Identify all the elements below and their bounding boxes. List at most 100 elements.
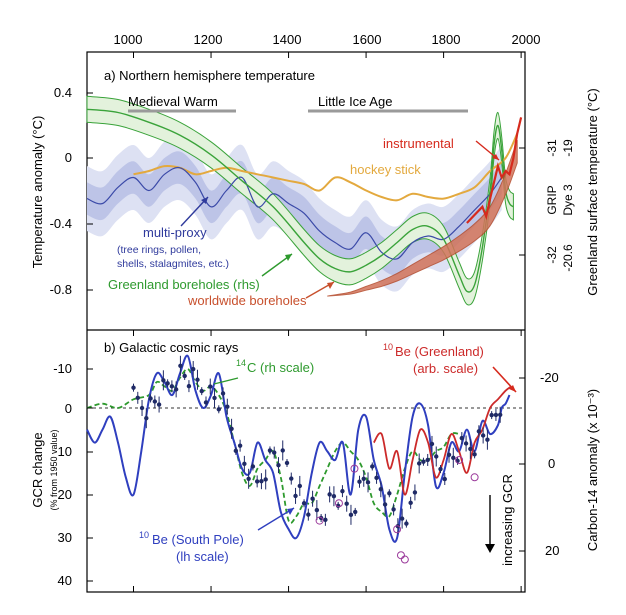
gcr-data-point [442, 476, 447, 482]
gcr-data-point [156, 402, 162, 407]
grip-tick--31: -31 [545, 139, 559, 157]
gcr-data-point [208, 384, 213, 389]
be10-greenland-line [373, 385, 512, 496]
gcr-data-point [348, 512, 354, 518]
gcr-data-point [429, 441, 435, 447]
gcr-data-point [489, 412, 494, 418]
plot-frame [86, 51, 526, 593]
gcr-data-point [404, 521, 409, 526]
gcr-data-point [421, 459, 426, 464]
a-ytick-0.4: 0.4 [54, 85, 72, 100]
gcr-data-point [169, 384, 175, 389]
gcr-data-point [370, 464, 375, 469]
gcr-open-circle [393, 525, 402, 534]
x-tick-label-1600: 1600 [353, 32, 382, 47]
gcr-data-point [391, 507, 396, 512]
worldwide-boreholes-label: worldwide boreholes [187, 293, 307, 308]
multi-proxy-sub1: (tree rings, pollen, [117, 244, 201, 256]
gcr-data-point [242, 461, 247, 467]
increasing-gcr-label: increasing GCR [500, 474, 515, 566]
b-right-tick--20: -20 [540, 370, 559, 385]
gcr-open-circle [455, 455, 464, 464]
gcr-data-point [280, 448, 285, 453]
panel-b-cosmic-rays: b) Galactic cosmic rays 14 C (rh scale) … [30, 340, 600, 588]
gcr-data-point [144, 415, 149, 421]
gcr-data-point [165, 381, 170, 386]
gcr-data-point [382, 502, 388, 507]
a-ytick--0.8: -0.8 [50, 282, 72, 297]
gcr-data-point [463, 441, 469, 446]
little-ice-age-label: Little Ice Age [318, 94, 392, 109]
gcr-data-point [297, 483, 302, 489]
gcr-data-point [191, 366, 196, 372]
gcr-data-point [293, 493, 298, 499]
x-tick-label-1800: 1800 [432, 32, 461, 47]
gcr-data-point [357, 479, 362, 484]
gcr-data-point [139, 405, 145, 411]
greenland-arrowhead [285, 254, 292, 261]
b-ytick-20: 20 [58, 487, 72, 502]
gcr-data-point [425, 457, 430, 463]
x-tick-label-1200: 1200 [194, 32, 223, 47]
gcr-data-point [203, 400, 209, 405]
dye3-label: Dye 3 [561, 184, 575, 216]
be-south-arrowhead [287, 508, 294, 515]
gcr-data-point [468, 446, 473, 452]
gcr-data-point [289, 476, 294, 481]
gcr-data-point [254, 479, 260, 484]
gcr-data-point [365, 480, 371, 485]
a-ytick--0.4: -0.4 [50, 216, 72, 231]
c14-line [86, 368, 460, 524]
grip-label: GRIP [545, 185, 559, 214]
gcr-data-point [148, 396, 153, 401]
gcr-data-point [131, 385, 136, 390]
b-right-tick-marks [519, 377, 525, 552]
gcr-open-circle [334, 499, 343, 508]
gcr-data-point [152, 399, 158, 404]
c14-arrow [213, 377, 239, 385]
gcr-data-point [161, 378, 166, 383]
gcr-data-point [182, 373, 187, 379]
gcr-data-point [250, 464, 256, 469]
gcr-data-point [434, 454, 439, 459]
b-ytick-40: 40 [58, 573, 72, 588]
gcr-data-point [399, 516, 405, 521]
gcr-data-point [233, 448, 239, 454]
panel-b-ylabel-sub: (% from 1950 value) [49, 429, 59, 510]
x-tick-label-2000: 2000 [512, 32, 541, 47]
gcr-data-point [276, 462, 281, 468]
gcr-data-point [497, 412, 503, 417]
gcr-data-point [412, 490, 418, 495]
be-green-arrowhead [509, 385, 516, 392]
gcr-data-point [485, 437, 490, 442]
gcr-data-point [259, 478, 264, 484]
panel-a-temperature: Medieval Warm Little Ice Age a) Northern… [30, 68, 600, 308]
gcr-data-point [284, 460, 290, 466]
b-right-tick-20: 20 [545, 543, 559, 558]
b-ytick--10: -10 [53, 361, 72, 376]
gcr-data-point [476, 429, 482, 434]
be-south-sublabel: (lh scale) [176, 549, 229, 564]
gcr-open-circle [350, 464, 359, 473]
gcr-data-point [310, 496, 315, 501]
hockey-stick-label: hockey stick [350, 162, 421, 177]
hockey-stick-line [133, 133, 519, 202]
gcr-data-point [186, 383, 192, 389]
b-ytick-marks [87, 368, 93, 582]
gcr-open-circle [470, 473, 479, 482]
gcr-data-point [493, 412, 499, 418]
worldwide-boreholes-band [327, 139, 518, 297]
a-right-tick-marks [519, 147, 525, 256]
gcr-data-point [229, 426, 234, 431]
x-tick-label-1400: 1400 [273, 32, 302, 47]
multi-proxy-sub2: shells, stalagmites, etc.) [117, 258, 229, 270]
increasing-gcr-arrowhead [485, 544, 495, 553]
panel-a-title: a) Northern hemisphere temperature [104, 68, 315, 83]
greenland-borehole-range [86, 95, 514, 306]
b-right-tick-0: 0 [548, 456, 555, 471]
multi-proxy-arrowhead [201, 197, 208, 204]
gcr-data-point [225, 404, 230, 409]
gcr-data-point [480, 433, 486, 438]
panel-a-ylabel: Temperature anomaly (°C) [30, 116, 45, 269]
a-ytick-0: 0 [65, 150, 72, 165]
